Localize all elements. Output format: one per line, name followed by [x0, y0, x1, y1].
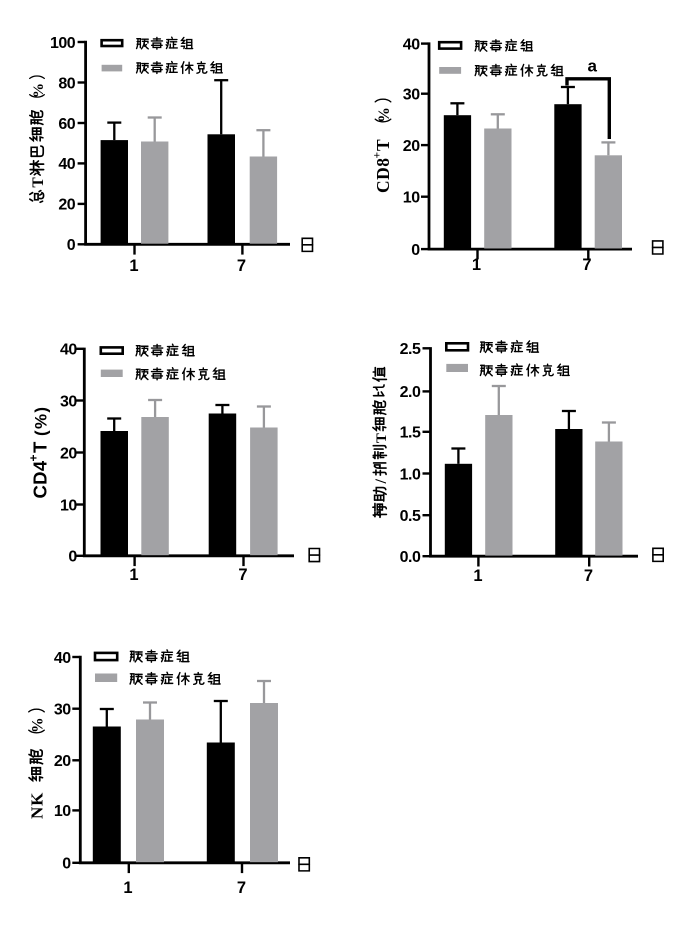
svg-text:100: 100	[50, 35, 76, 52]
svg-text:+: +	[27, 454, 41, 461]
svg-text:10: 10	[60, 497, 77, 514]
svg-text:7: 7	[584, 567, 593, 585]
svg-text:30: 30	[60, 393, 77, 410]
svg-text:+: +	[372, 152, 384, 159]
svg-text:%: %	[31, 83, 47, 98]
svg-text:0.0: 0.0	[400, 549, 421, 566]
svg-text:1.0: 1.0	[400, 466, 421, 483]
svg-text:1.5: 1.5	[400, 425, 421, 442]
svg-text:10: 10	[403, 190, 420, 207]
svg-text:40: 40	[403, 36, 420, 53]
svg-text:20: 20	[60, 445, 77, 462]
svg-text:7: 7	[238, 566, 247, 584]
svg-text:T: T	[30, 177, 47, 188]
svg-text:20: 20	[58, 197, 75, 214]
svg-text:/: /	[373, 479, 390, 485]
svg-text:a: a	[588, 57, 598, 76]
svg-text:CD4: CD4	[30, 460, 51, 498]
svg-text:%: %	[376, 107, 393, 123]
svg-text:30: 30	[403, 87, 420, 104]
svg-text:10: 10	[54, 803, 71, 820]
svg-text:7: 7	[582, 256, 591, 274]
svg-text:CD8: CD8	[373, 157, 393, 193]
svg-text:60: 60	[58, 116, 75, 133]
svg-text:1: 1	[472, 256, 481, 274]
svg-text:T: T	[374, 433, 390, 443]
svg-text:0: 0	[68, 549, 77, 566]
svg-text:0: 0	[62, 856, 71, 873]
svg-text:NK: NK	[28, 792, 47, 819]
svg-text:1: 1	[123, 879, 132, 897]
svg-text:2.5: 2.5	[400, 341, 421, 358]
svg-text:0.5: 0.5	[400, 508, 421, 525]
svg-text:2.0: 2.0	[400, 384, 421, 401]
svg-text:7: 7	[237, 879, 246, 897]
svg-text:(%): (%)	[32, 406, 51, 436]
svg-text:40: 40	[54, 650, 71, 667]
svg-text:0: 0	[67, 237, 76, 254]
svg-text:T: T	[30, 441, 51, 453]
svg-text:1: 1	[473, 567, 482, 585]
svg-text:20: 20	[403, 138, 420, 155]
svg-text:0: 0	[411, 242, 420, 259]
svg-text:1: 1	[129, 257, 138, 275]
svg-text:40: 40	[60, 342, 77, 359]
svg-text:20: 20	[54, 753, 71, 770]
svg-text:7: 7	[237, 257, 246, 275]
svg-text:30: 30	[54, 702, 71, 719]
svg-text:40: 40	[58, 156, 75, 173]
svg-text:T: T	[373, 139, 393, 151]
svg-text:%: %	[30, 717, 47, 733]
svg-text:1: 1	[129, 566, 138, 584]
svg-text:80: 80	[58, 75, 75, 92]
